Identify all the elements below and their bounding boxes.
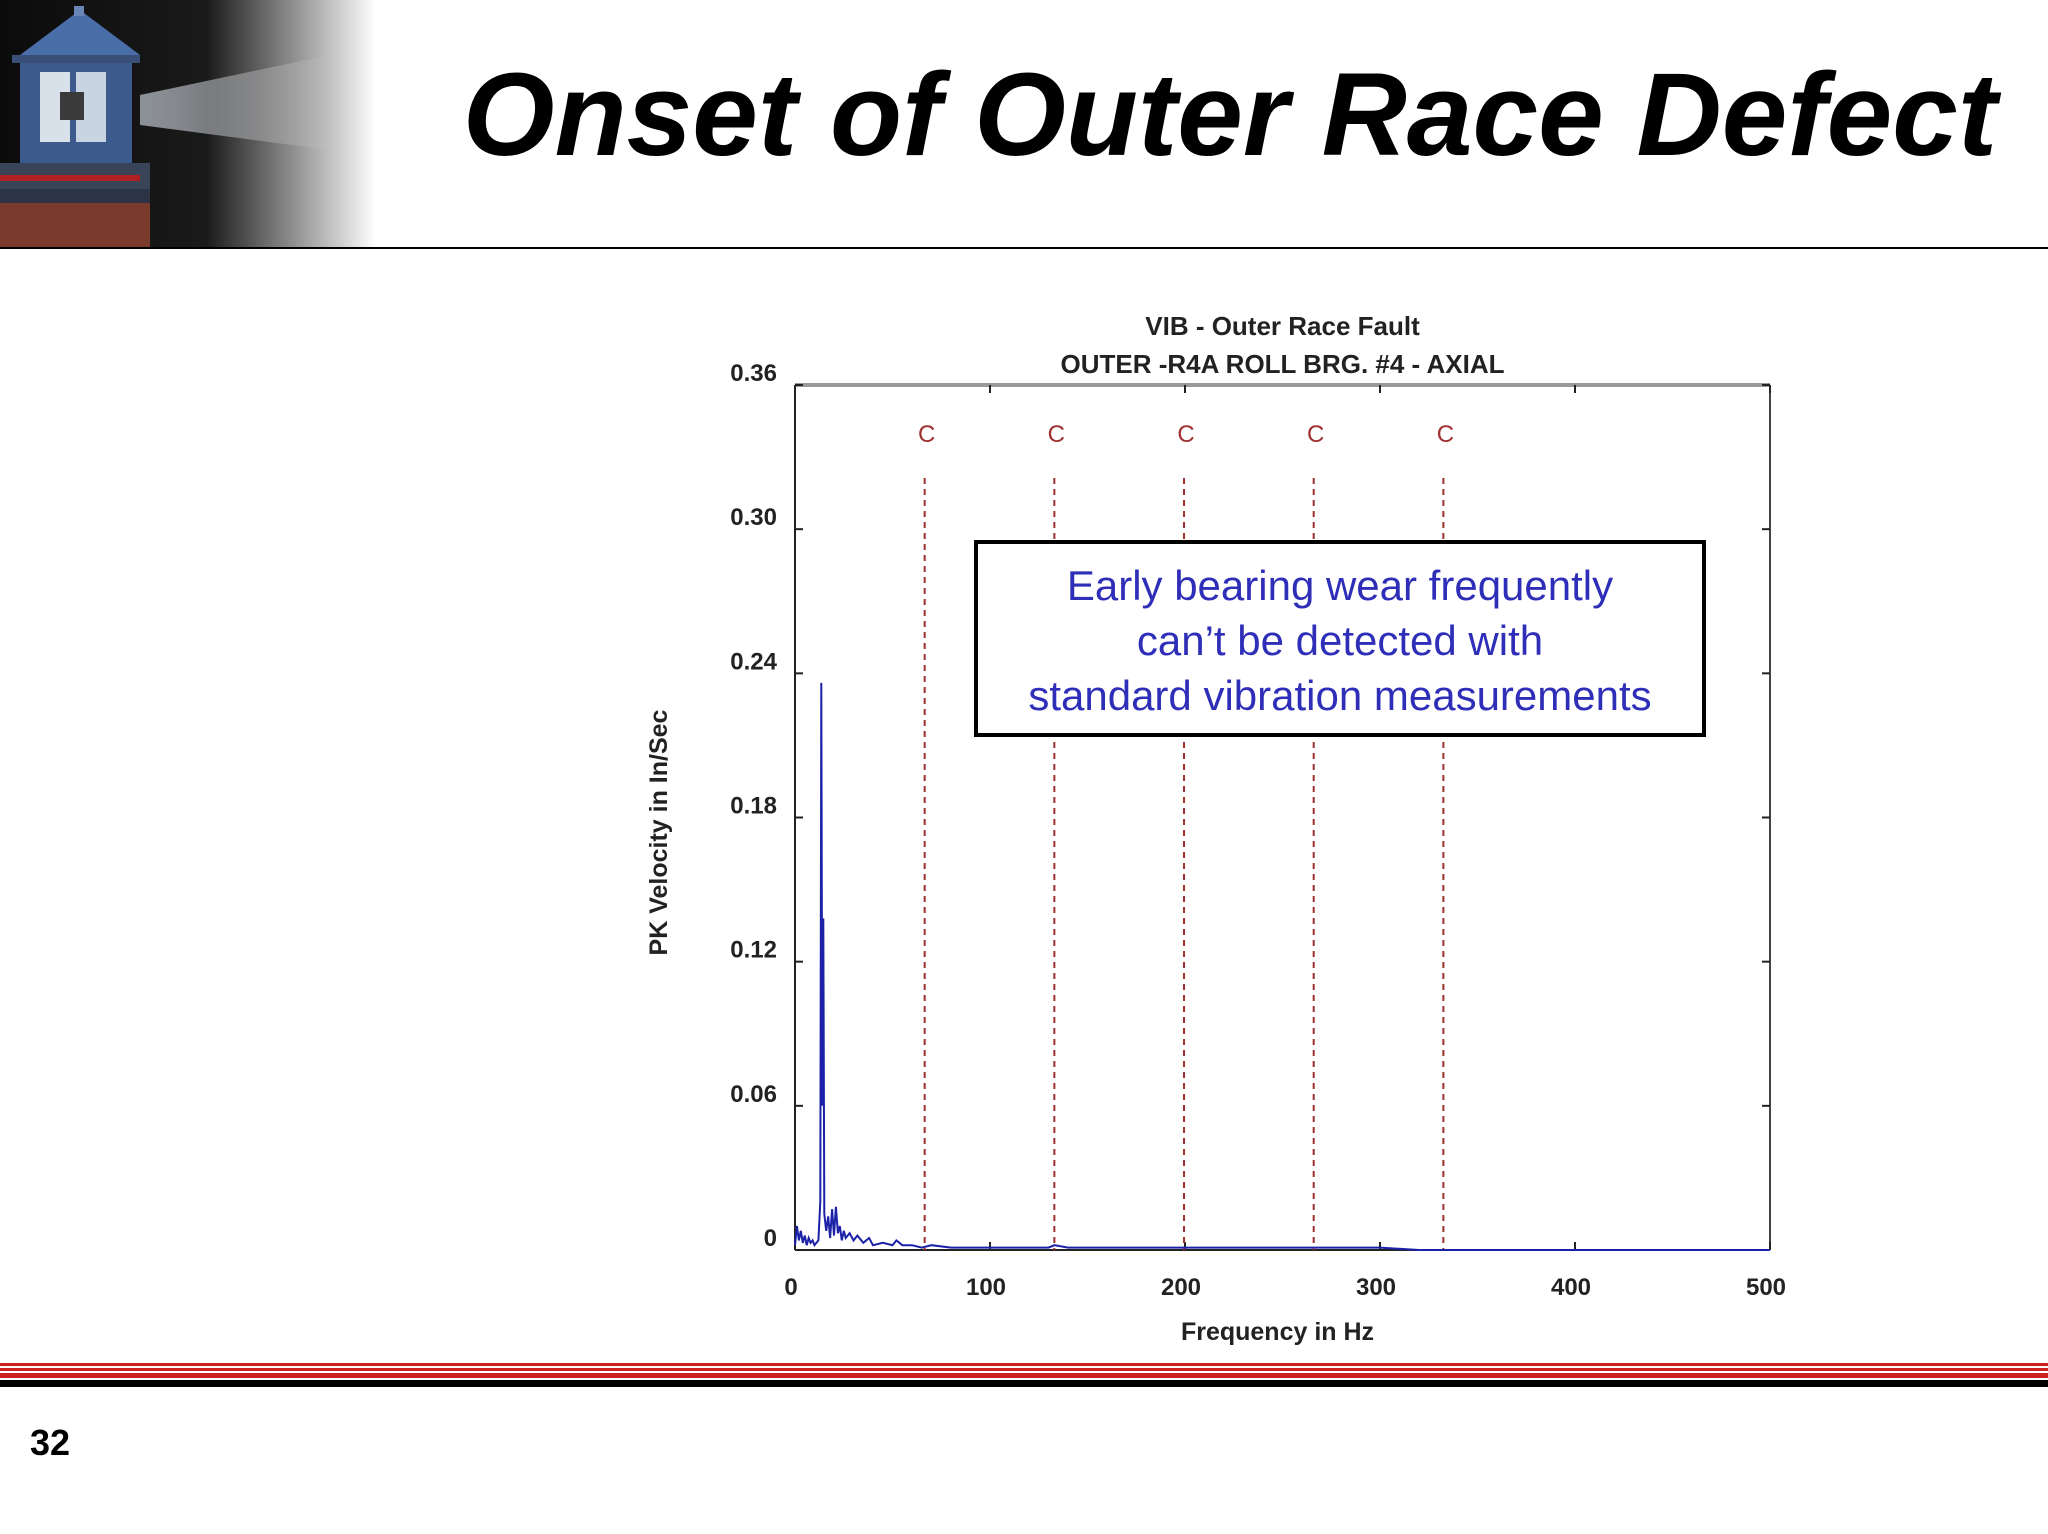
y-tick-label: 0.18 xyxy=(730,793,777,820)
marker-label: C xyxy=(918,421,935,448)
spectrum-series-line xyxy=(794,682,1770,1251)
annotation-text-line: standard vibration measurements xyxy=(1028,672,1651,719)
slide-title: Onset of Outer Race Defect xyxy=(462,49,1998,181)
page-number: 32 xyxy=(30,1422,71,1463)
x-tick-label: 100 xyxy=(966,1274,1006,1301)
x-tick-label: 500 xyxy=(1746,1274,1786,1301)
x-tick-label: 400 xyxy=(1551,1274,1591,1301)
annotation-text-line: Early bearing wear frequently xyxy=(1067,562,1613,609)
chart-title: VIB - Outer Race Fault xyxy=(1145,311,1420,341)
marker-label: C xyxy=(1437,421,1454,448)
y-tick-label: 0.24 xyxy=(730,648,777,675)
y-tick-label: 0.12 xyxy=(730,937,777,964)
footer-divider xyxy=(0,1363,2048,1387)
marker-label: C xyxy=(1307,421,1324,448)
marker-label: C xyxy=(1177,421,1194,448)
lighthouse-logo xyxy=(0,0,376,248)
spectrum-chart: VIB - Outer Race Fault OUTER -R4A ROLL BR… xyxy=(645,311,1786,1346)
y-axis-label: PK Velocity in In/Sec xyxy=(645,709,673,955)
marker-label: C xyxy=(1048,421,1065,448)
y-tick-label: 0.36 xyxy=(730,360,777,387)
header-divider xyxy=(0,247,2048,249)
x-tick-label: 0 xyxy=(784,1274,797,1301)
y-tick-label: 0 xyxy=(764,1225,777,1252)
y-tick-label: 0.06 xyxy=(730,1081,777,1108)
x-tick-label: 300 xyxy=(1356,1274,1396,1301)
annotation-text-line: can’t be detected with xyxy=(1137,617,1543,664)
x-axis-label: Frequency in Hz xyxy=(1181,1318,1374,1346)
annotation-box xyxy=(974,540,1706,737)
chart-subtitle: OUTER -R4A ROLL BRG. #4 - AXIAL xyxy=(1061,349,1505,379)
y-tick-label: 0.30 xyxy=(730,504,777,531)
x-tick-label: 200 xyxy=(1161,1274,1201,1301)
